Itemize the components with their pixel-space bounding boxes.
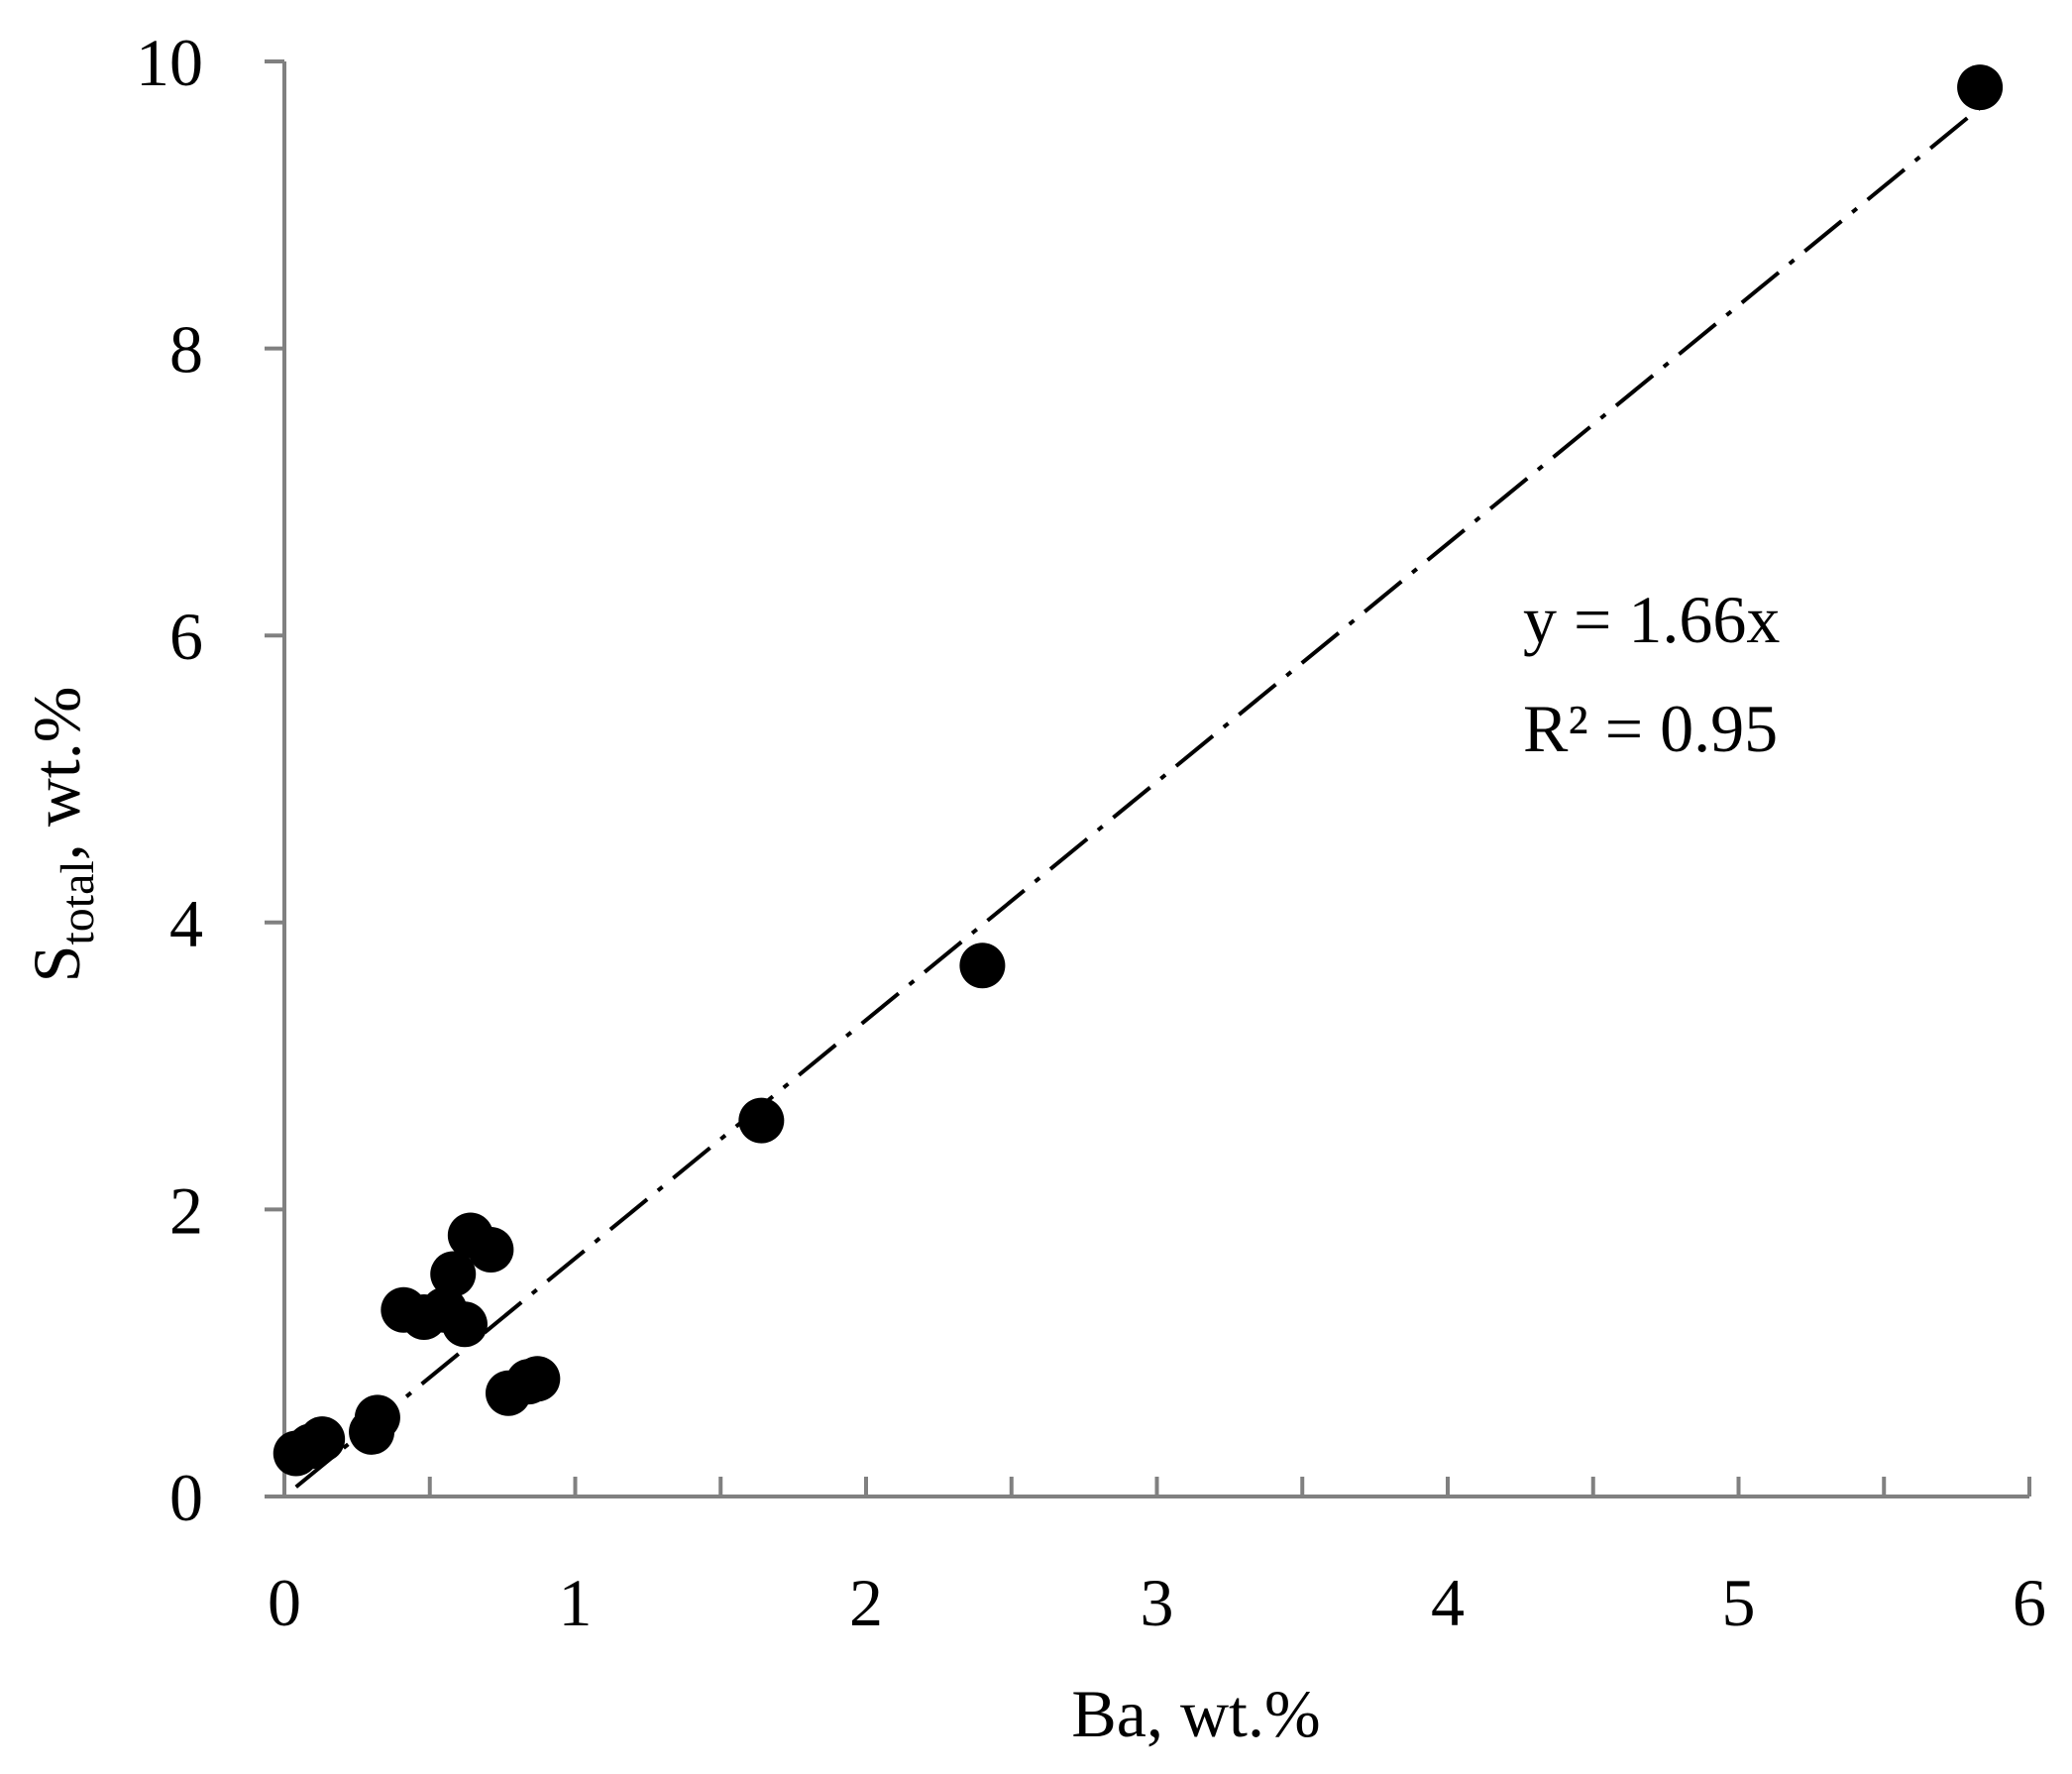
data-point bbox=[1957, 64, 2004, 111]
y-axis: 0 2 4 6 8 10 bbox=[136, 25, 286, 1535]
y-tick-label: 0 bbox=[169, 1460, 203, 1535]
data-points bbox=[273, 64, 2004, 1477]
x-tick-label: 5 bbox=[1722, 1565, 1756, 1640]
y-tick-label: 8 bbox=[169, 312, 203, 388]
data-point bbox=[514, 1356, 561, 1402]
x-tick-label: 1 bbox=[559, 1565, 593, 1640]
y-tick-label: 10 bbox=[136, 25, 203, 100]
y-tick-label: 2 bbox=[169, 1172, 203, 1248]
y-axis-title-main: S bbox=[19, 945, 94, 983]
x-tick-label: 0 bbox=[268, 1565, 301, 1640]
y-axis-title-subscript: total bbox=[52, 860, 104, 944]
data-point bbox=[959, 942, 1006, 989]
data-point bbox=[468, 1226, 514, 1273]
x-tick-label: 2 bbox=[849, 1565, 883, 1640]
trendline-equation: y = 1.66x bbox=[1523, 582, 1780, 657]
data-point bbox=[354, 1394, 400, 1441]
x-axis-title: Ba, wt.% bbox=[1071, 1676, 1320, 1751]
trendline-group bbox=[294, 106, 1982, 1489]
y-axis-title: Stotal, wt.% bbox=[19, 687, 104, 983]
data-point bbox=[441, 1301, 488, 1348]
trendline-r-squared: R² = 0.95 bbox=[1523, 691, 1778, 766]
y-tick-label: 6 bbox=[169, 599, 203, 674]
x-axis: 0 1 2 3 4 5 6 bbox=[268, 1477, 2046, 1640]
data-point bbox=[738, 1097, 785, 1144]
y-tick-label: 4 bbox=[169, 886, 203, 961]
trendline bbox=[294, 106, 1982, 1489]
x-tick-label: 6 bbox=[2013, 1565, 2046, 1640]
x-tick-label: 4 bbox=[1431, 1565, 1465, 1640]
x-tick-label: 3 bbox=[1141, 1565, 1174, 1640]
data-point bbox=[430, 1251, 477, 1297]
y-axis-title-rest: , wt.% bbox=[19, 687, 94, 861]
data-point bbox=[299, 1416, 346, 1463]
